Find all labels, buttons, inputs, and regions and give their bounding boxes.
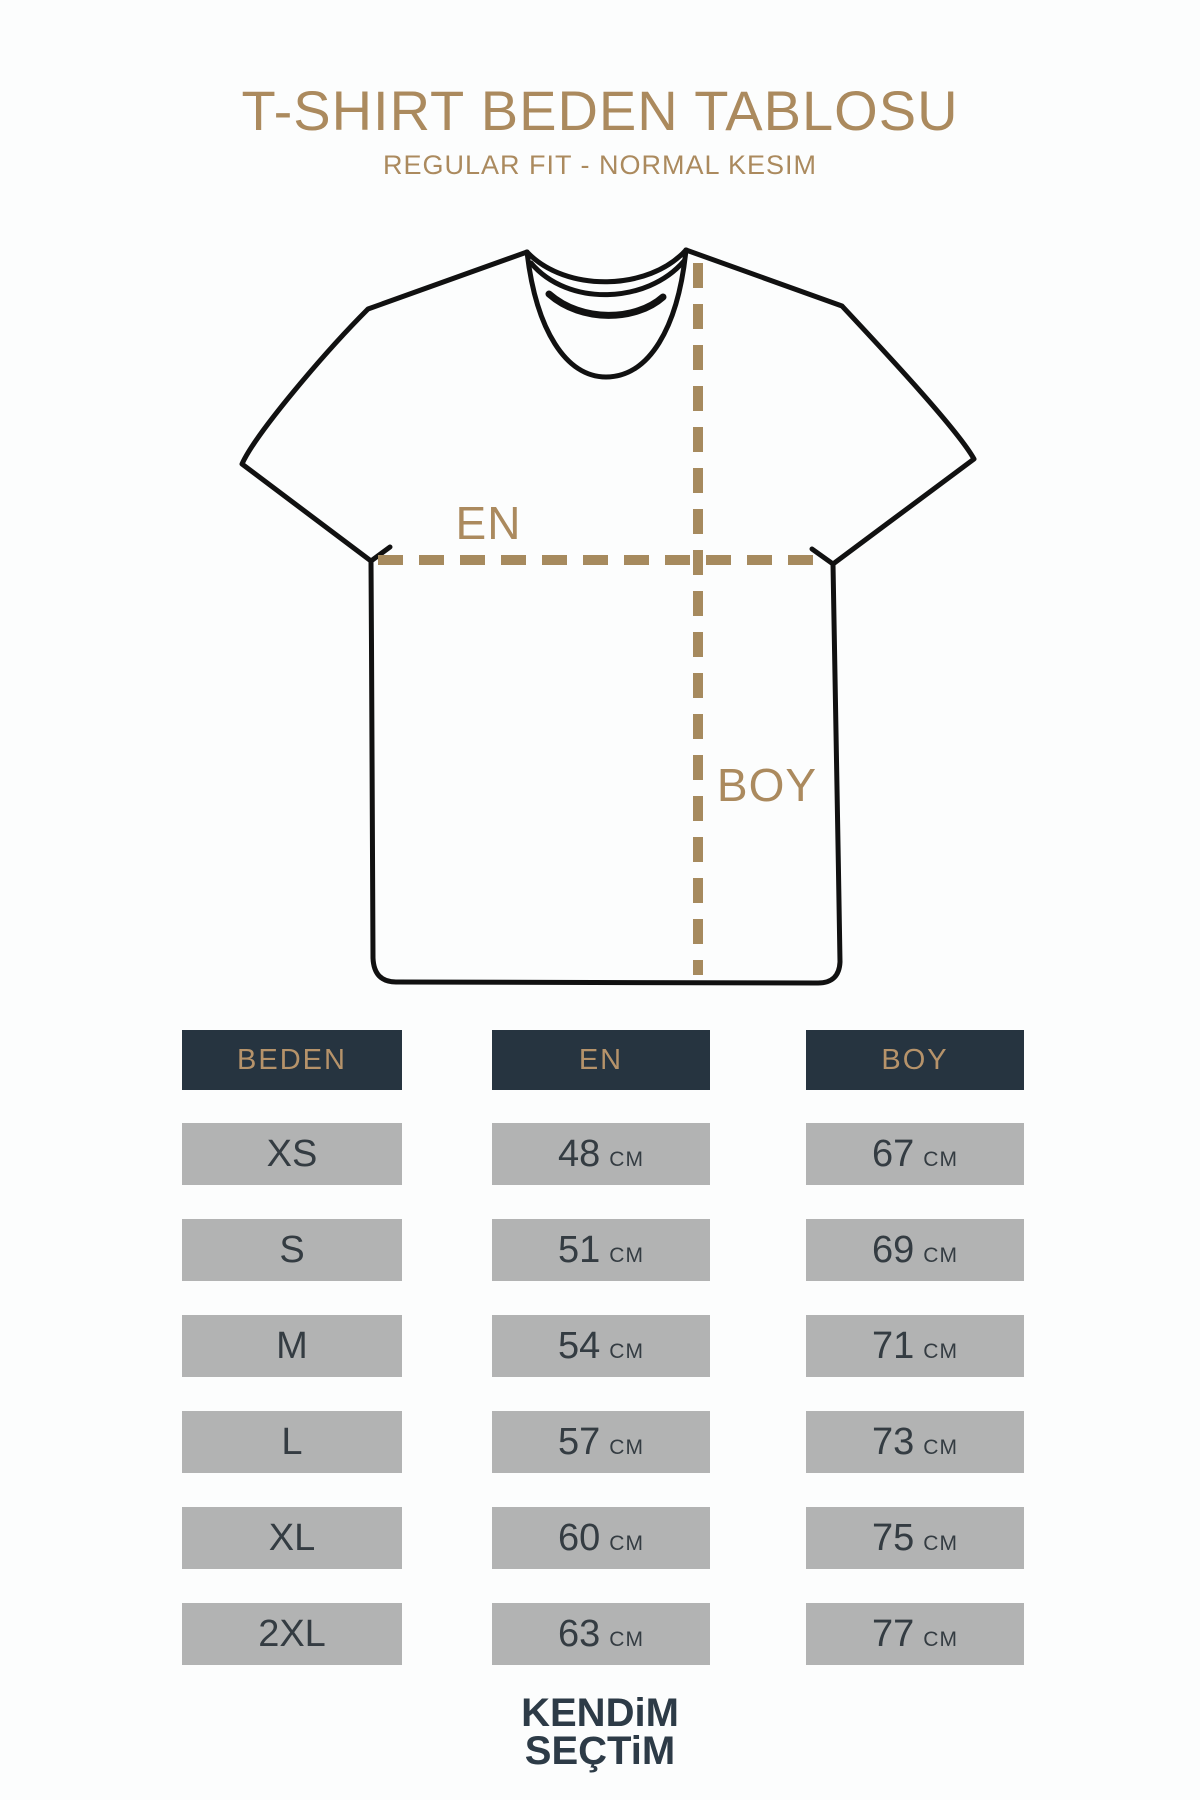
en-value: 48 xyxy=(558,1133,601,1175)
boy-cell-2xl: 77 CM xyxy=(806,1603,1024,1665)
boy-value: 73 xyxy=(872,1421,915,1463)
size-cell-xl: XL xyxy=(182,1507,402,1569)
boy-value: 69 xyxy=(872,1229,915,1271)
en-value: 57 xyxy=(558,1421,601,1463)
en-cell-2xl: 63 CM xyxy=(492,1603,710,1665)
column-header-boy: BOY xyxy=(806,1030,1024,1090)
boy-value: 75 xyxy=(872,1517,915,1559)
boy-cell-xl: 75 CM xyxy=(806,1507,1024,1569)
unit-label: CM xyxy=(923,1628,958,1651)
brand-logo: KENDiM SEÇTiM xyxy=(0,1691,1200,1773)
boy-value: 67 xyxy=(872,1133,915,1175)
unit-label: CM xyxy=(609,1628,644,1651)
size-cell-2xl: 2XL xyxy=(182,1603,402,1665)
boy-cell-l: 73 CM xyxy=(806,1411,1024,1473)
width-label: EN xyxy=(455,497,522,549)
en-cell-l: 57 CM xyxy=(492,1411,710,1473)
unit-label: CM xyxy=(923,1532,958,1555)
boy-cell-m: 71 CM xyxy=(806,1315,1024,1377)
page-title: T-SHIRT BEDEN TABLOSU xyxy=(241,79,959,142)
size-cell-m: M xyxy=(182,1315,402,1377)
unit-label: CM xyxy=(923,1340,958,1363)
en-cell-xs: 48 CM xyxy=(492,1123,710,1185)
unit-label: CM xyxy=(923,1244,958,1267)
en-value: 54 xyxy=(558,1325,601,1367)
page-subtitle: REGULAR FIT - NORMAL KESIM xyxy=(382,150,818,180)
unit-label: CM xyxy=(923,1436,958,1459)
unit-label: CM xyxy=(609,1244,644,1267)
en-value: 63 xyxy=(558,1613,601,1655)
en-value: 60 xyxy=(558,1517,601,1559)
boy-cell-xs: 67 CM xyxy=(806,1123,1024,1185)
boy-value: 77 xyxy=(872,1613,915,1655)
en-value: 51 xyxy=(558,1229,601,1271)
boy-value: 71 xyxy=(872,1325,915,1367)
size-cell-xs: XS xyxy=(182,1123,402,1185)
tshirt-outline xyxy=(239,247,977,986)
unit-label: CM xyxy=(609,1532,644,1555)
en-cell-xl: 60 CM xyxy=(492,1507,710,1569)
column-header-beden: BEDEN xyxy=(182,1030,402,1090)
brand-line1: KENDiM xyxy=(521,1691,679,1735)
unit-label: CM xyxy=(923,1148,958,1171)
en-cell-m: 54 CM xyxy=(492,1315,710,1377)
unit-label: CM xyxy=(609,1148,644,1171)
size-cell-s: S xyxy=(182,1219,402,1281)
unit-label: CM xyxy=(609,1340,644,1363)
length-label: BOY xyxy=(716,759,818,811)
size-cell-l: L xyxy=(182,1411,402,1473)
unit-label: CM xyxy=(609,1436,644,1459)
column-header-en: EN xyxy=(492,1030,710,1090)
boy-cell-s: 69 CM xyxy=(806,1219,1024,1281)
brand-line2: SEÇTiM xyxy=(524,1729,676,1773)
en-cell-s: 51 CM xyxy=(492,1219,710,1281)
